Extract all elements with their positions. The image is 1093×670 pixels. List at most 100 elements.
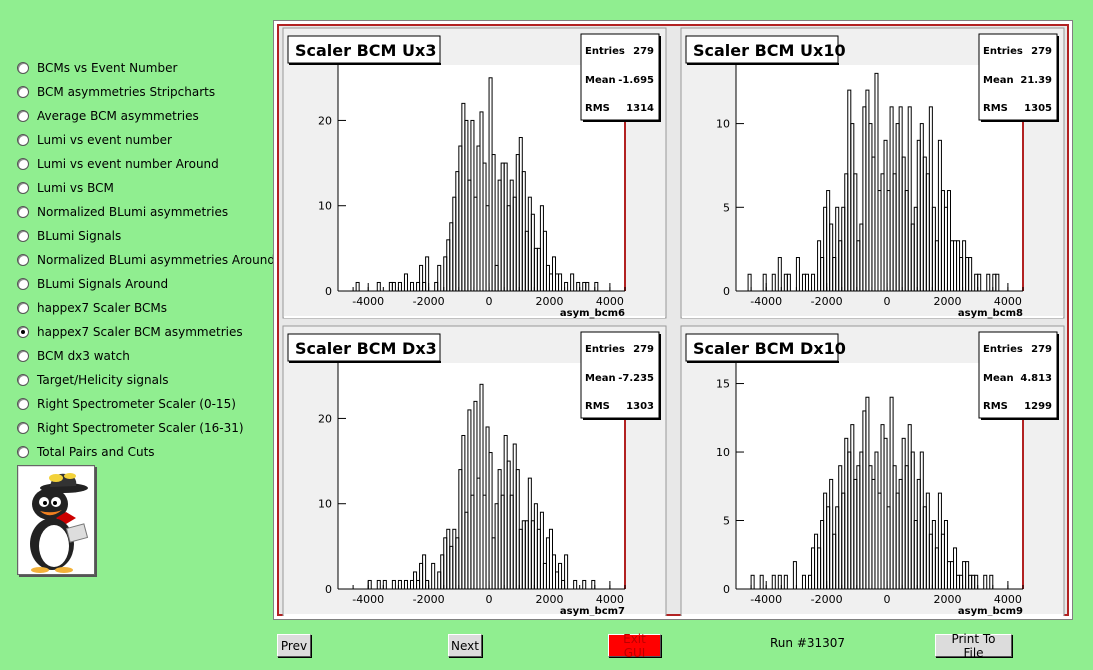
stats-value: 279 (633, 344, 654, 355)
x-tick-label: -4000 (750, 593, 782, 606)
histogram-pad[interactable]: -4000 -2000 0 2000 4000 0 10 20 asym_bcm6 Scaler … (282, 27, 667, 319)
plot-frame (338, 65, 625, 291)
y-tick-label: 5 (723, 515, 730, 528)
x-tick-label: -4000 (352, 295, 384, 308)
plot-option[interactable]: happex7 Scaler BCMs (16, 296, 266, 320)
plot-option-label: BCM dx3 watch (37, 349, 130, 363)
histogram-canvas[interactable]: -4000 -2000 0 2000 4000 0 10 20 asym_bcm6 Scaler … (273, 20, 1073, 620)
y-tick-label: 0 (723, 285, 730, 298)
histogram-pad[interactable]: -4000 -2000 0 2000 4000 0 10 20 asym_bcm7 Scaler … (282, 325, 667, 617)
stats-value: 279 (1031, 344, 1052, 355)
radio-button[interactable] (17, 326, 29, 338)
plot-option[interactable]: BLumi Signals (16, 224, 266, 248)
radio-button[interactable] (17, 182, 29, 194)
plot-option[interactable]: Average BCM asymmetries (16, 104, 266, 128)
plot-option-label: Lumi vs event number Around (37, 157, 219, 171)
stats-value: 4.813 (1020, 373, 1052, 384)
plot-option-label: Target/Helicity signals (37, 373, 169, 387)
radio-button[interactable] (17, 254, 29, 266)
y-tick-label: 15 (716, 378, 730, 391)
histogram-pad[interactable]: -4000 -2000 0 2000 4000 0 5 10 asym_bcm8 Scaler B… (680, 27, 1065, 319)
y-tick-label: 10 (318, 200, 332, 213)
x-tick-label: 0 (486, 295, 493, 308)
plot-option-label: Right Spectrometer Scaler (16-31) (37, 421, 244, 435)
radio-button[interactable] (17, 398, 29, 410)
radio-button[interactable] (17, 86, 29, 98)
y-tick-label: 10 (318, 498, 332, 511)
radio-button[interactable] (17, 350, 29, 362)
stats-value: -7.235 (618, 373, 654, 384)
exit-gui-button[interactable]: Exit GUI (608, 632, 661, 660)
stats-box (580, 33, 660, 121)
radio-button[interactable] (17, 62, 29, 74)
plot-option[interactable]: Right Spectrometer Scaler (0-15) (16, 392, 266, 416)
stats-box (978, 331, 1058, 419)
radio-button[interactable] (17, 278, 29, 290)
radio-button[interactable] (17, 422, 29, 434)
plot-option[interactable]: Normalized BLumi asymmetries (16, 200, 266, 224)
title-box (685, 333, 839, 362)
x-axis-label: asym_bcm9 (958, 606, 1023, 616)
x-tick-label: 2000 (933, 295, 961, 308)
radio-button[interactable] (17, 374, 29, 386)
next-button[interactable]: Next (448, 634, 482, 657)
plot-option-label: happex7 Scaler BCMs (37, 301, 167, 315)
plot-option[interactable]: BCMs vs Event Number (16, 56, 266, 80)
radio-button[interactable] (17, 134, 29, 146)
plot-option[interactable]: BCM asymmetries Stripcharts (16, 80, 266, 104)
plot-option[interactable]: Total Pairs and Cuts (16, 440, 266, 464)
histogram-pad[interactable]: -4000 -2000 0 2000 4000 0 5 10 15 asym_bcm9 Scaler… (680, 325, 1065, 617)
x-tick-label: 0 (884, 295, 891, 308)
plot-option[interactable]: BCM dx3 watch (16, 344, 266, 368)
y-tick-label: 0 (723, 583, 730, 596)
run-number-label: Run #31307 (770, 636, 846, 650)
y-tick-label: 10 (716, 446, 730, 459)
histogram-svg[interactable]: -4000 -2000 0 2000 400001020asym_bcm6Scaler … (279, 26, 1069, 617)
plot-option[interactable]: Lumi vs BCM (16, 176, 266, 200)
stats-value: 1314 (626, 103, 654, 114)
plot-option[interactable]: Lumi vs event number Around (16, 152, 266, 176)
radio-button[interactable] (17, 446, 29, 458)
y-tick-label: 10 (716, 118, 730, 131)
stats-label: Entries (983, 344, 1023, 355)
radio-button[interactable] (17, 110, 29, 122)
plot-option[interactable]: Target/Helicity signals (16, 368, 266, 392)
print-to-file-button[interactable]: Print To File (935, 632, 1012, 660)
stats-label: RMS (983, 103, 1008, 114)
x-tick-label: 0 (884, 593, 891, 606)
plot-option[interactable]: Right Spectrometer Scaler (16-31) (16, 416, 266, 440)
plot-option[interactable]: BLumi Signals Around (16, 272, 266, 296)
plot-option-label: Right Spectrometer Scaler (0-15) (37, 397, 236, 411)
x-tick-label: -4000 (352, 593, 384, 606)
histogram-title: Scaler BCM Dx3 (295, 339, 437, 358)
x-tick-label: 0 (486, 593, 493, 606)
radio-button[interactable] (17, 302, 29, 314)
plot-option-label: Lumi vs event number (37, 133, 172, 147)
plot-selector-list: BCMs vs Event Number BCM asymmetries Stri… (16, 56, 275, 464)
x-axis-label: asym_bcm8 (958, 308, 1023, 319)
plot-option[interactable]: happex7 Scaler BCM asymmetries (16, 320, 266, 344)
x-tick-label: 2000 (535, 593, 563, 606)
x-axis-label: asym_bcm7 (560, 606, 625, 616)
stats-box (580, 331, 660, 419)
radio-button[interactable] (17, 230, 29, 242)
stats-label: Entries (983, 46, 1023, 57)
prev-button[interactable]: Prev (277, 634, 311, 657)
plot-option-label: BLumi Signals (37, 229, 122, 243)
stats-label: Mean (585, 75, 616, 86)
x-tick-label: 2000 (933, 593, 961, 606)
stats-value: 279 (633, 46, 654, 57)
plot-option-label: BLumi Signals Around (37, 277, 169, 291)
stats-label: RMS (585, 401, 610, 412)
histogram-title: Scaler BCM Dx10 (693, 339, 846, 358)
plot-option-label: Normalized BLumi asymmetries (37, 205, 229, 219)
plot-option[interactable]: Lumi vs event number (16, 128, 266, 152)
stats-label: Mean (585, 373, 616, 384)
plot-option-label: Lumi vs BCM (37, 181, 114, 195)
radio-button[interactable] (17, 206, 29, 218)
radio-button[interactable] (17, 158, 29, 170)
plot-option[interactable]: Normalized BLumi asymmetries Around (16, 248, 275, 272)
stats-label: RMS (983, 401, 1008, 412)
stats-value: 279 (1031, 46, 1052, 57)
stats-label: Mean (983, 373, 1014, 384)
